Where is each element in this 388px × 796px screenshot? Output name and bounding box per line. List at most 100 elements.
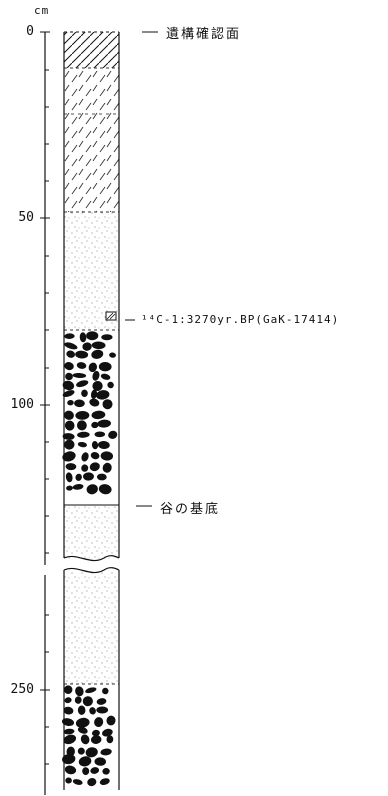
annotation-radiocarbon-date: ¹⁴C-1:3270yr.BP(GaK-17414) <box>141 313 340 326</box>
charcoal-sample-marker <box>105 311 117 321</box>
pebble <box>81 389 88 398</box>
pebble <box>74 399 85 408</box>
pebble <box>102 399 113 410</box>
pebble <box>100 748 112 756</box>
pebble <box>96 698 107 705</box>
pebble <box>88 362 98 373</box>
pebble <box>62 433 75 440</box>
pebble <box>65 463 77 471</box>
pebble <box>91 410 106 420</box>
pebble <box>100 373 111 380</box>
pebble <box>91 421 99 429</box>
pebble <box>78 756 92 767</box>
pebble <box>79 332 87 343</box>
pebble <box>77 705 86 715</box>
pebble <box>75 686 84 697</box>
gravel-lower <box>61 685 116 787</box>
annotation-surface: 遺構確認面 <box>166 27 242 42</box>
pebble <box>72 372 87 379</box>
pebble <box>77 431 90 438</box>
pebble <box>75 350 89 359</box>
pebble <box>64 765 77 775</box>
pebble <box>86 484 98 495</box>
pebble <box>101 334 113 341</box>
pebble <box>94 757 107 766</box>
pebble <box>63 706 74 715</box>
pebble <box>76 420 87 431</box>
pebble <box>102 767 110 775</box>
pebble <box>90 452 100 460</box>
pebble <box>91 341 106 350</box>
pebble <box>96 390 110 400</box>
pebble <box>98 361 112 372</box>
pebble <box>92 370 100 381</box>
pebble <box>62 390 75 398</box>
pebble <box>90 389 98 400</box>
pebble <box>102 462 112 473</box>
pebble <box>96 473 107 481</box>
pebble <box>91 729 100 737</box>
annotation-valley-base: 谷の基底 <box>160 502 221 517</box>
layer-stipple-lower <box>64 572 119 684</box>
pebble <box>64 333 75 340</box>
pebble <box>65 472 73 483</box>
pebble <box>102 687 109 695</box>
pebble <box>64 362 74 371</box>
depth-label-50: 50 <box>18 210 34 225</box>
column-break-top <box>63 555 120 562</box>
pebble <box>106 735 114 744</box>
pebble <box>89 462 100 472</box>
pebble <box>62 754 76 765</box>
pebble <box>85 747 98 758</box>
pebble <box>90 767 100 774</box>
layer-stipple-upper <box>64 212 119 330</box>
pebble <box>85 687 97 694</box>
layer-stipple-base <box>64 505 119 560</box>
pebble <box>81 452 89 462</box>
pebble <box>72 484 84 490</box>
pebble <box>82 472 94 481</box>
pebble <box>62 451 76 462</box>
pebble <box>77 747 85 755</box>
pebble <box>63 728 75 735</box>
pebble <box>108 430 118 439</box>
depth-label-0: 0 <box>26 24 34 39</box>
pebble <box>87 778 97 787</box>
pebble <box>75 410 90 420</box>
layer-hatched <box>64 32 119 68</box>
pebble <box>61 718 75 726</box>
pebble <box>90 735 102 744</box>
pebble <box>82 342 92 351</box>
pebble <box>72 779 83 785</box>
pebble <box>66 746 75 757</box>
pebble <box>91 441 99 450</box>
pebble <box>98 484 112 495</box>
pebble <box>107 381 114 389</box>
pebble <box>76 362 87 369</box>
pebble <box>94 717 104 728</box>
pebble <box>109 352 116 358</box>
pebble <box>64 342 78 350</box>
pebble <box>63 410 74 420</box>
pebble <box>86 331 99 341</box>
pebble <box>99 778 110 786</box>
pebble <box>74 696 82 704</box>
layer-dashed-hatch <box>64 68 119 212</box>
pebble <box>65 372 73 381</box>
pebble <box>64 420 75 431</box>
pebble <box>89 398 100 407</box>
pebble <box>82 696 93 707</box>
depth-label-100: 100 <box>10 397 34 412</box>
pebble <box>64 697 72 704</box>
pebble <box>97 440 110 450</box>
pebble <box>101 728 113 737</box>
pebble <box>106 715 116 726</box>
pebble <box>75 473 82 481</box>
pebble <box>82 767 90 775</box>
pebble <box>62 380 75 391</box>
pebble <box>89 707 96 715</box>
column-upper <box>62 31 120 562</box>
pebble <box>63 734 77 745</box>
pebble <box>66 485 73 491</box>
